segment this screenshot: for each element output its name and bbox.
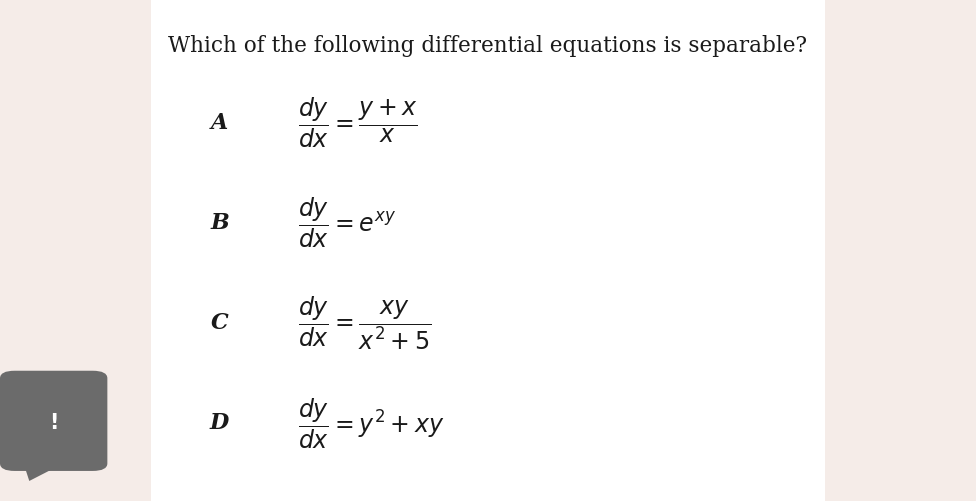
- Text: $\dfrac{dy}{dx} = \dfrac{xy}{x^2+5}$: $\dfrac{dy}{dx} = \dfrac{xy}{x^2+5}$: [298, 294, 431, 352]
- Text: D: D: [210, 412, 229, 434]
- Text: B: B: [210, 212, 229, 234]
- Text: $\dfrac{dy}{dx} = \dfrac{y+x}{x}$: $\dfrac{dy}{dx} = \dfrac{y+x}{x}$: [298, 96, 418, 150]
- Text: C: C: [211, 312, 228, 334]
- Text: Which of the following differential equations is separable?: Which of the following differential equa…: [169, 35, 807, 57]
- Text: !: !: [49, 413, 59, 433]
- Text: $\dfrac{dy}{dx} = y^2 + xy$: $\dfrac{dy}{dx} = y^2 + xy$: [298, 396, 444, 450]
- Text: A: A: [211, 112, 228, 134]
- Text: $\dfrac{dy}{dx} = e^{xy}$: $\dfrac{dy}{dx} = e^{xy}$: [298, 196, 396, 250]
